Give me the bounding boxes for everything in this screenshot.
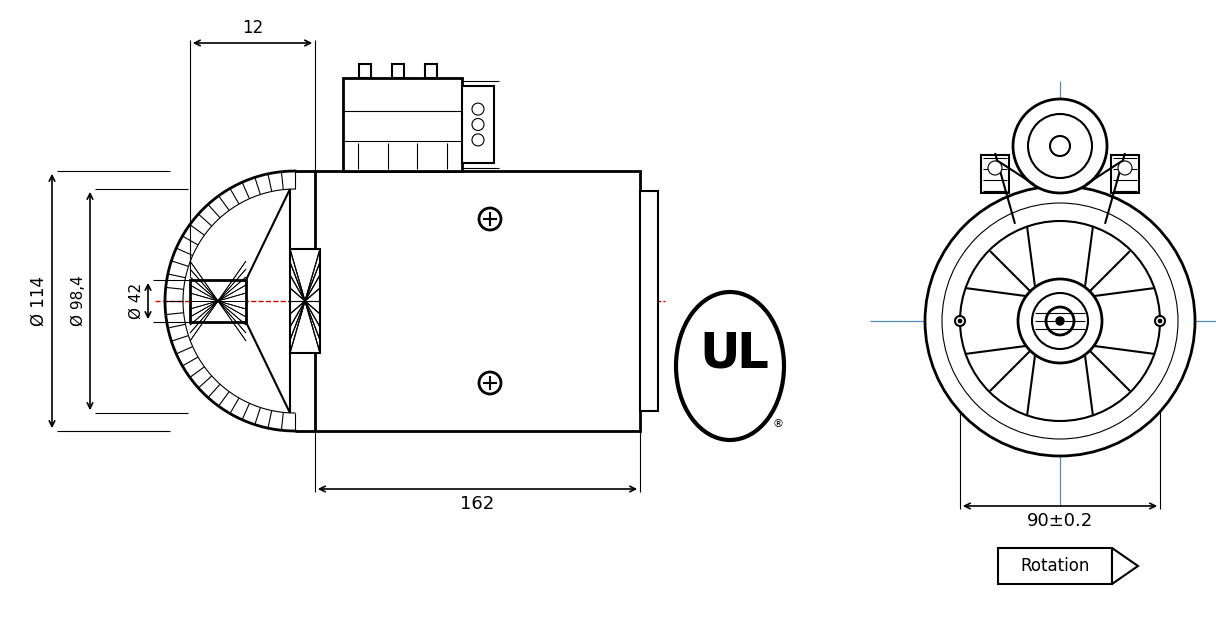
Circle shape	[1055, 317, 1064, 325]
Circle shape	[987, 161, 1002, 175]
Bar	[343, 78, 462, 171]
Circle shape	[1049, 136, 1070, 156]
Text: Ø 42: Ø 42	[129, 283, 143, 319]
Circle shape	[958, 319, 962, 323]
Circle shape	[942, 203, 1178, 439]
Circle shape	[1046, 307, 1074, 335]
Bar	[1111, 155, 1139, 193]
Circle shape	[1158, 319, 1162, 323]
Circle shape	[472, 134, 484, 146]
Bar	[640, 191, 658, 411]
Bar	[426, 64, 437, 78]
Circle shape	[959, 221, 1160, 421]
Text: Rotation: Rotation	[1020, 557, 1090, 575]
Text: 90±0.2: 90±0.2	[1026, 512, 1093, 530]
Circle shape	[479, 372, 501, 394]
Circle shape	[479, 208, 501, 230]
Bar	[289, 249, 320, 353]
Text: 162: 162	[461, 495, 495, 513]
Circle shape	[1013, 99, 1107, 193]
Circle shape	[1032, 293, 1088, 349]
Text: U: U	[699, 330, 741, 378]
Circle shape	[955, 316, 966, 326]
Circle shape	[925, 186, 1195, 456]
Bar	[190, 280, 246, 322]
Circle shape	[1028, 114, 1092, 178]
Polygon shape	[1111, 548, 1138, 584]
Text: Ø 98,4: Ø 98,4	[71, 276, 86, 326]
Text: L: L	[736, 330, 769, 378]
Ellipse shape	[676, 292, 784, 440]
Circle shape	[1118, 161, 1132, 175]
Bar	[315, 171, 640, 431]
Circle shape	[1018, 279, 1102, 363]
Bar	[981, 155, 1009, 193]
Bar	[359, 64, 371, 78]
Circle shape	[472, 119, 484, 131]
Bar	[392, 64, 404, 78]
Text: ®: ®	[772, 419, 783, 429]
Circle shape	[1155, 316, 1165, 326]
Bar	[998, 548, 1111, 584]
Text: Ø 114: Ø 114	[30, 276, 47, 326]
Circle shape	[472, 103, 484, 115]
Text: 12: 12	[242, 19, 263, 37]
Bar	[462, 86, 494, 163]
